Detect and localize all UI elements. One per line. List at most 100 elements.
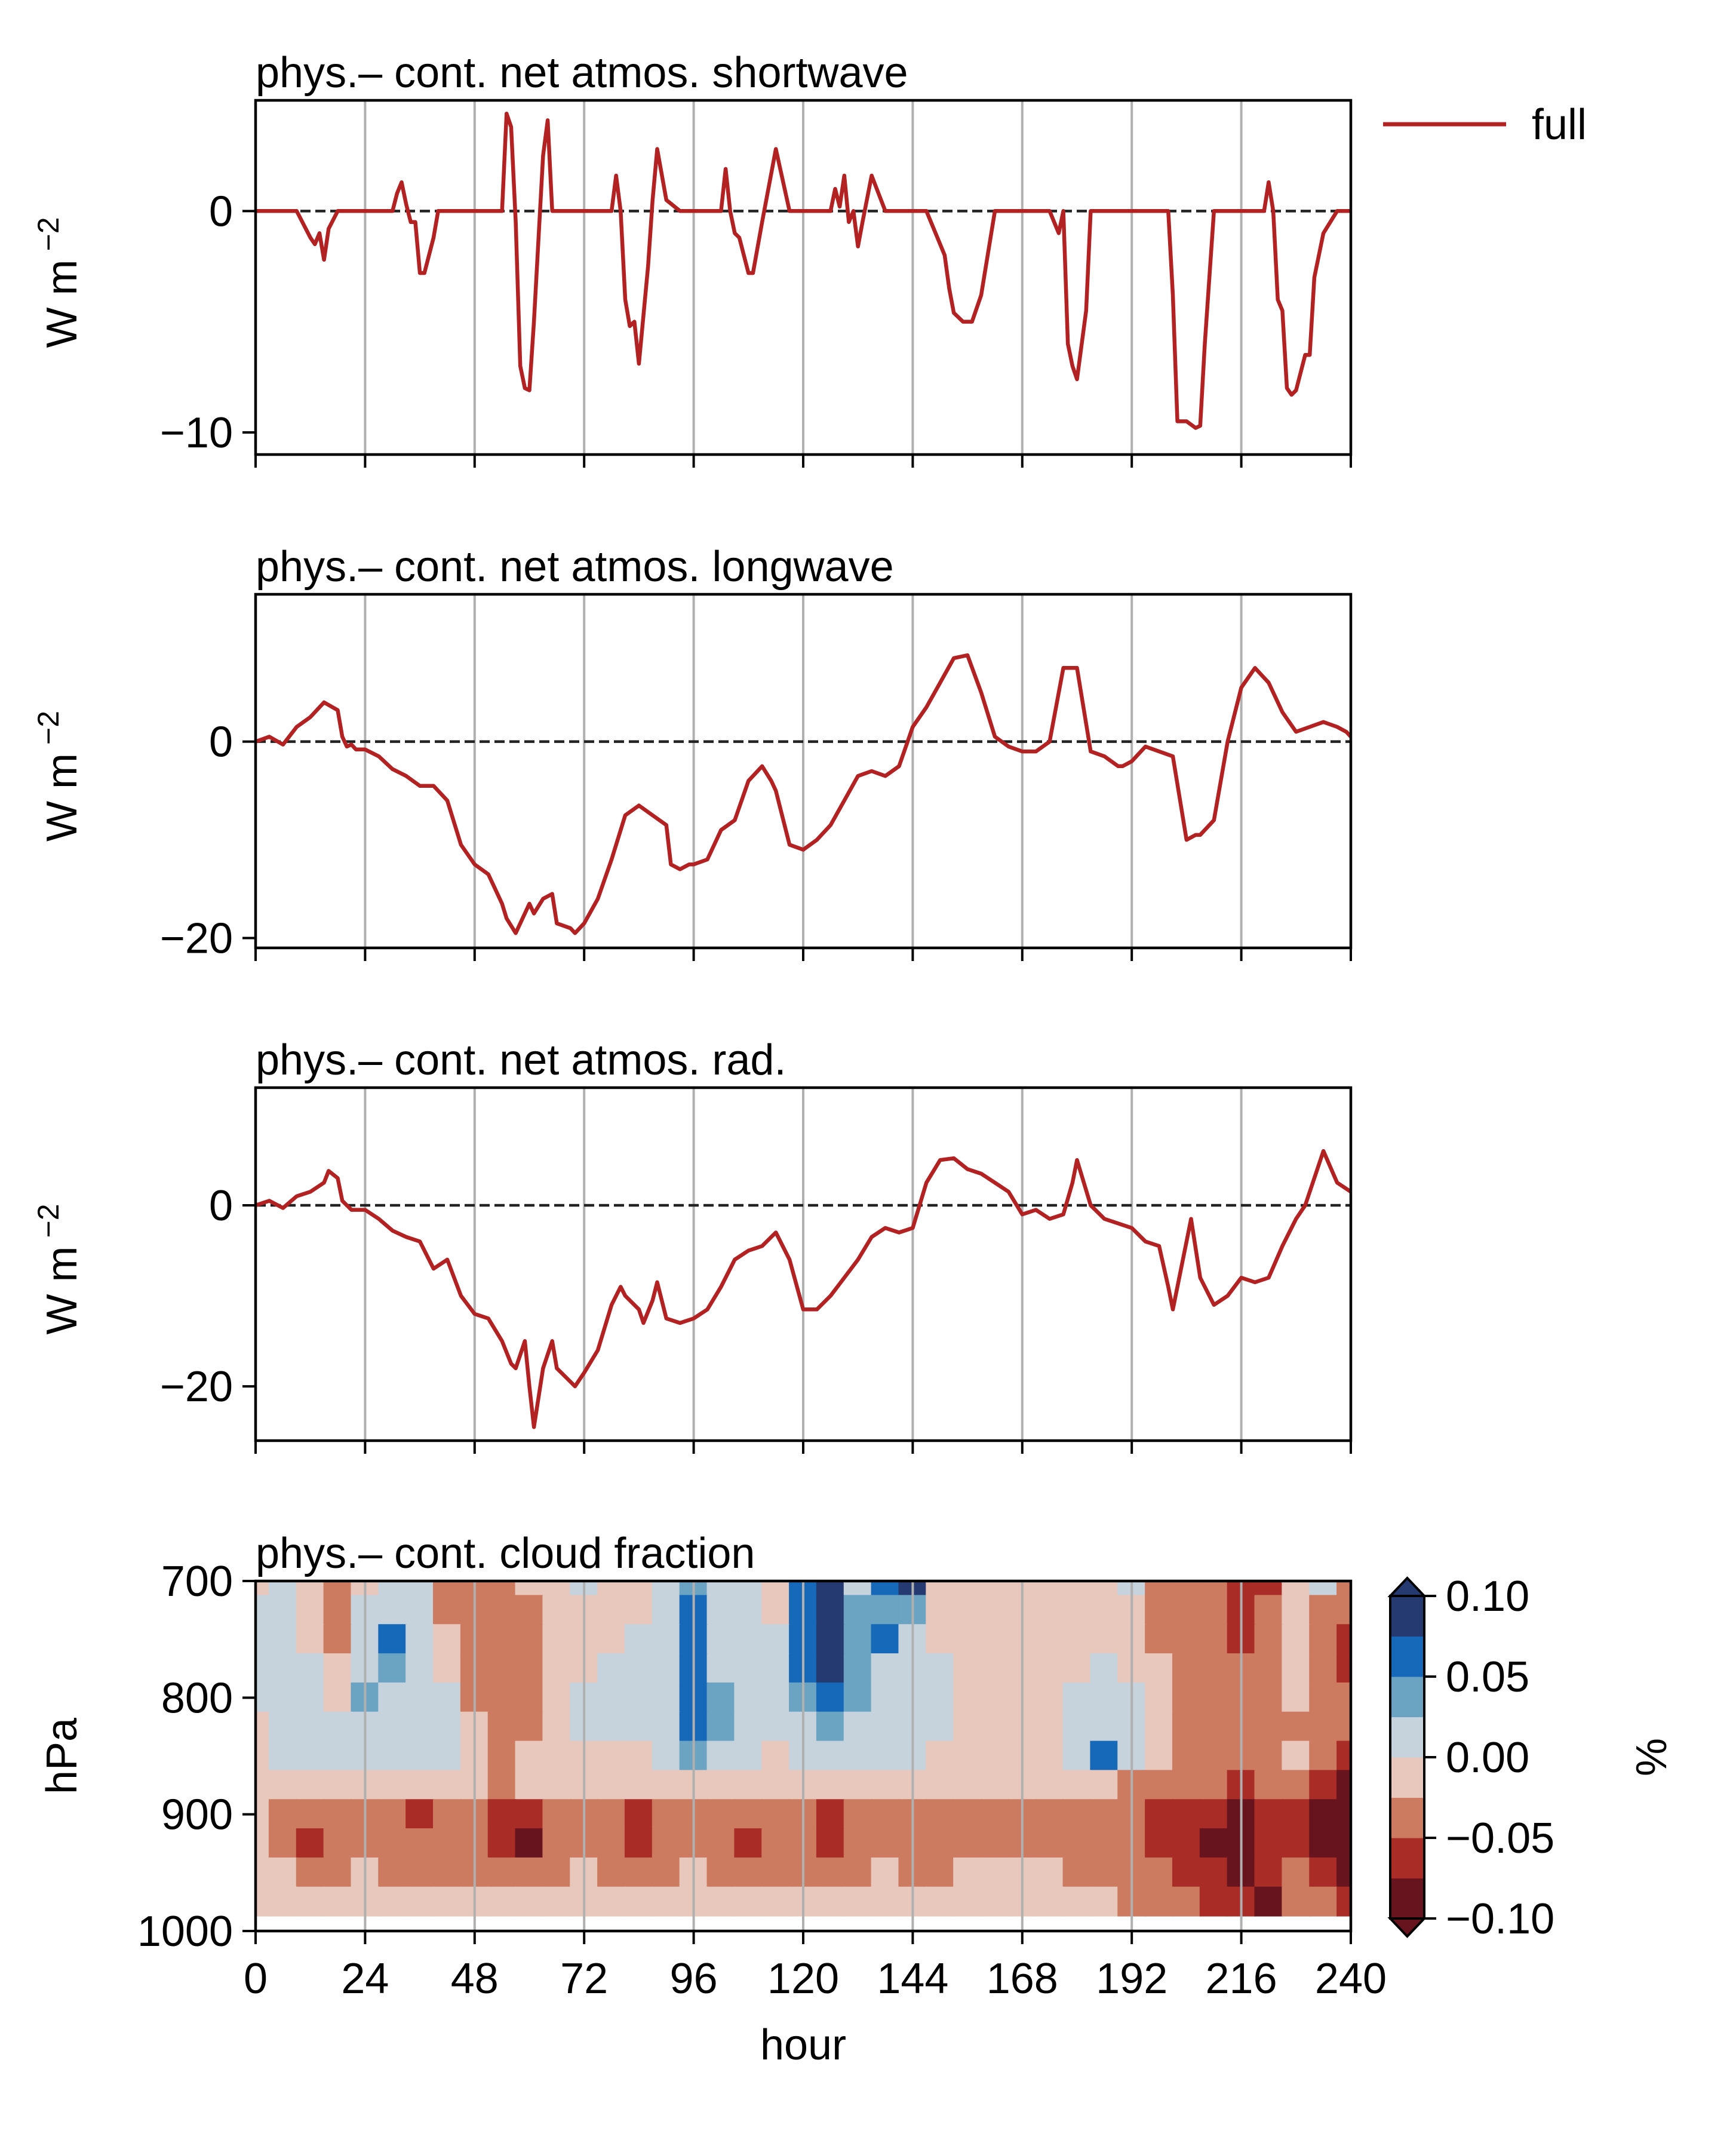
heatmap-cell	[981, 1857, 1009, 1888]
y-tick-label: −20	[160, 915, 233, 963]
heatmap-cell	[843, 1828, 872, 1859]
heatmap-cell	[405, 1886, 435, 1917]
heatmap-cell	[1172, 1653, 1201, 1684]
heatmap-cell	[734, 1682, 763, 1713]
heatmap-cell	[652, 1799, 681, 1830]
heatmap-cell	[1282, 1857, 1311, 1888]
heatmap-cell	[1336, 1740, 1351, 1772]
heatmap-cell	[268, 1711, 297, 1742]
heatmap-cell	[1336, 1799, 1351, 1830]
heatmap-cell	[843, 1653, 872, 1684]
heatmap-cell	[1090, 1740, 1119, 1772]
heatmap-cell	[734, 1595, 763, 1626]
heatmap-cell	[953, 1595, 982, 1626]
heatmap-cell	[706, 1828, 736, 1859]
panel-title: phys.– cont. net atmos. rad.	[256, 1036, 786, 1084]
heatmap-cell	[843, 1740, 872, 1772]
heatmap-cell	[1336, 1711, 1351, 1742]
heatmap-cell	[1199, 1828, 1228, 1859]
heatmap-cell	[761, 1581, 791, 1597]
heatmap-cell	[816, 1711, 845, 1742]
heatmap-cell	[597, 1886, 626, 1917]
heatmap-cell	[433, 1711, 462, 1742]
heatmap-cell	[487, 1682, 517, 1713]
heatmap-cell	[1145, 1581, 1173, 1597]
heatmap-cell	[1035, 1828, 1064, 1859]
heatmap-cell	[1035, 1711, 1064, 1742]
heatmap-cell	[1145, 1682, 1173, 1713]
heatmap-cell	[1199, 1653, 1228, 1684]
heatmap-cell	[268, 1581, 297, 1597]
colorbar-tick-label: −0.05	[1446, 1815, 1554, 1862]
heatmap-cell	[1145, 1770, 1173, 1801]
x-tick-label: 24	[341, 1955, 389, 2003]
heatmap-cell	[1336, 1886, 1351, 1917]
heatmap-cell	[1199, 1740, 1228, 1772]
heatmap-cell	[706, 1770, 736, 1801]
heatmap-cell	[256, 1581, 270, 1597]
x-tick-label: 120	[767, 1955, 839, 2003]
heatmap-cell	[268, 1828, 297, 1859]
colorbar-segment	[1390, 1757, 1424, 1798]
heatmap-cell	[1199, 1624, 1228, 1655]
heatmap-cell	[981, 1595, 1009, 1626]
heatmap-cell	[1309, 1886, 1338, 1917]
heatmap-cell	[652, 1857, 681, 1888]
colorbar-tick-label: 0.10	[1446, 1573, 1529, 1620]
heatmap-cell	[761, 1682, 791, 1713]
heatmap-cell	[1309, 1740, 1338, 1772]
heatmap-cell	[734, 1740, 763, 1772]
heatmap-cell	[256, 1799, 270, 1830]
heatmap-cell	[1172, 1595, 1201, 1626]
heatmap-cell	[296, 1682, 325, 1713]
heatmap-cell	[405, 1682, 435, 1713]
heatmap-cell	[652, 1682, 681, 1713]
heatmap-cell	[953, 1740, 982, 1772]
x-axis-label: hour	[760, 2021, 846, 2069]
heatmap-cell	[296, 1740, 325, 1772]
heatmap-cell	[296, 1770, 325, 1801]
heatmap-cell	[323, 1711, 352, 1742]
heatmap-cell	[256, 1682, 270, 1713]
heatmap-cell	[624, 1828, 653, 1859]
heatmap-cell	[1172, 1624, 1201, 1655]
y-axis-label-unit: W m	[38, 1247, 86, 1335]
heatmap-cell	[816, 1799, 845, 1830]
heatmap-cell	[256, 1653, 270, 1684]
heatmap-cell	[652, 1653, 681, 1684]
heatmap-cell	[734, 1857, 763, 1888]
heatmap-cell	[1254, 1595, 1283, 1626]
heatmap-cell	[542, 1711, 572, 1742]
heatmap-cell	[256, 1624, 270, 1655]
heatmap-cell	[433, 1799, 462, 1830]
colorbar-extend-min	[1387, 1917, 1427, 1938]
heatmap-cell	[926, 1581, 955, 1597]
heatmap-cell	[323, 1624, 352, 1655]
y-tick-label: 800	[161, 1674, 233, 1722]
heatmap-cell	[981, 1770, 1009, 1801]
x-tick-label: 48	[451, 1955, 499, 2003]
heatmap-cell	[706, 1682, 736, 1713]
heatmap-cell	[816, 1682, 845, 1713]
heatmap-cell	[1282, 1653, 1311, 1684]
heatmap-cell	[1172, 1581, 1201, 1597]
heatmap-cell	[816, 1770, 845, 1801]
heatmap-cell	[953, 1653, 982, 1684]
heatmap-cell	[871, 1828, 900, 1859]
heatmap-cell	[1199, 1886, 1228, 1917]
heatmap-cell	[405, 1770, 435, 1801]
heatmap-cell	[871, 1624, 900, 1655]
heatmap-cell	[1309, 1653, 1338, 1684]
heatmap-cell	[597, 1653, 626, 1684]
heatmap-cell	[734, 1581, 763, 1597]
heatmap-cell	[515, 1799, 544, 1830]
colorbar-segment	[1390, 1596, 1424, 1637]
colorbar-segment	[1390, 1878, 1424, 1919]
heatmap-cell	[1090, 1595, 1119, 1626]
heatmap-cell	[1090, 1624, 1119, 1655]
heatmap-cell	[1336, 1857, 1351, 1888]
heatmap-cell	[487, 1857, 517, 1888]
heatmap-cell	[1145, 1653, 1173, 1684]
heatmap-cell	[1062, 1595, 1092, 1626]
heatmap-cell	[1090, 1581, 1119, 1597]
